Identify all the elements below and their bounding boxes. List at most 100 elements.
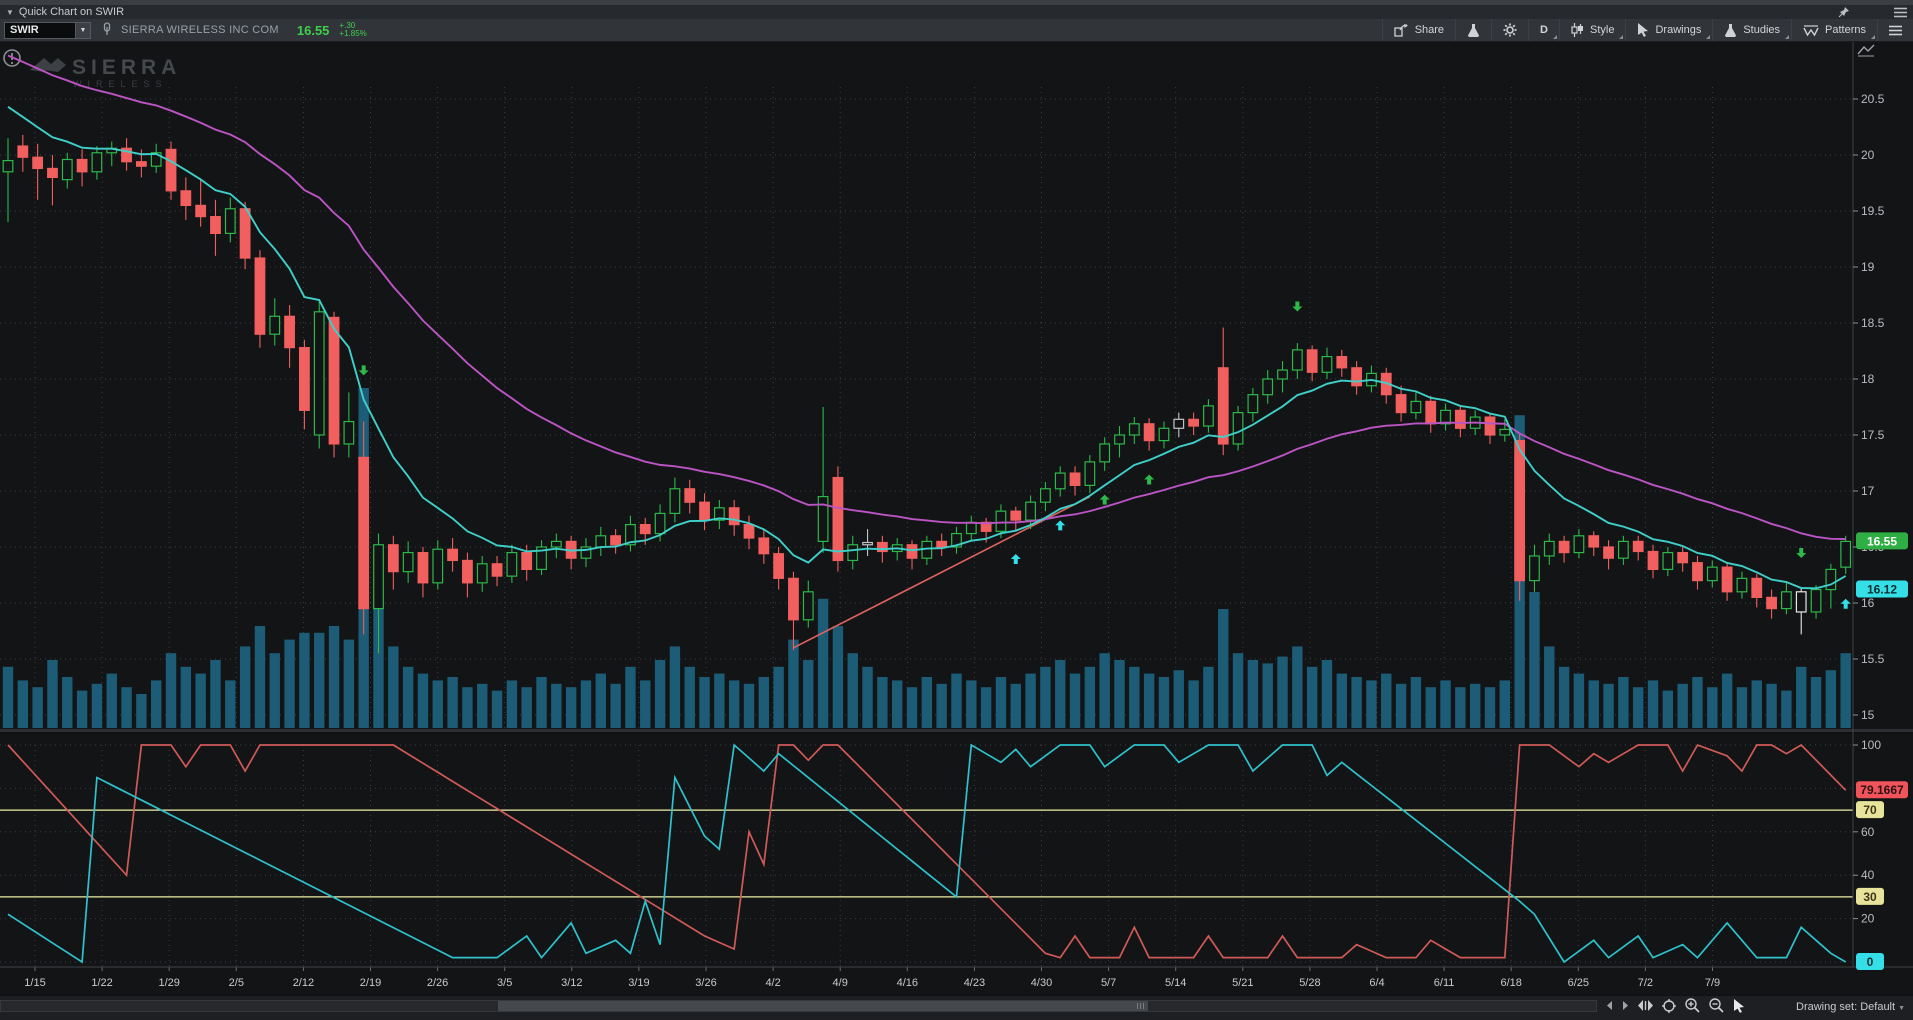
toolbar-buttons: Share D — [1381, 19, 1913, 41]
axis-badges: 16.55 16.12 79.1667 70 30 0 — [1856, 532, 1908, 970]
trendline-drawing — [793, 495, 1091, 649]
price-tick-label: 20 — [1861, 148, 1875, 162]
axis-settings-icon — [1857, 44, 1875, 57]
candles-layer — [2, 134, 1852, 654]
watermark-line1: SIERRA — [72, 56, 181, 79]
price-badge-text: 16.55 — [1867, 534, 1897, 548]
price-tick-label: 15 — [1861, 708, 1875, 722]
symbol-group: SWIR ▼ SIERRA WIRELESS INC COM 16.55 +.3… — [0, 19, 367, 41]
date-label: 6/18 — [1500, 977, 1521, 989]
study-tick-label: 20 — [1861, 912, 1875, 926]
scrollbar-thumb[interactable] — [498, 1001, 1148, 1011]
zoom-in-icon[interactable] — [1685, 998, 1700, 1013]
date-label: 7/2 — [1638, 977, 1653, 989]
watermark-line2: WIRELESS — [73, 79, 168, 89]
date-label: 3/26 — [695, 977, 716, 989]
date-label: 2/19 — [360, 977, 381, 989]
pane-separator — [0, 729, 1913, 968]
panel-titlebar[interactable]: ▼ Quick Chart on SWIR — [0, 5, 1913, 19]
date-label: 2/12 — [293, 977, 314, 989]
company-name: SIERRA WIRELESS INC COM — [121, 24, 279, 36]
quick-study-button[interactable] — [1455, 19, 1491, 41]
list-icon[interactable] — [1894, 7, 1907, 18]
date-label: 6/25 — [1568, 977, 1589, 989]
drawings-button[interactable]: Drawings — [1625, 19, 1712, 41]
drawing-set-selector[interactable]: Drawing set: Default ▼ — [1796, 1001, 1905, 1013]
price-badge — [1856, 532, 1908, 550]
crosshair-target-icon[interactable] — [1662, 998, 1676, 1013]
price-axis: 20.52019.51918.51817.51716.51615.5151006… — [1852, 42, 1885, 967]
symbol-input[interactable]: SWIR — [4, 21, 76, 39]
price-tick-label: 19 — [1861, 260, 1875, 274]
settings-button[interactable] — [1491, 19, 1528, 41]
date-label: 3/19 — [628, 977, 649, 989]
pan-left-icon[interactable] — [1606, 1001, 1613, 1010]
date-label: 5/14 — [1165, 977, 1186, 989]
ma-slow-line — [7, 54, 1846, 540]
date-label: 4/23 — [964, 977, 985, 989]
link-icon[interactable] — [103, 21, 111, 39]
timeframe-button[interactable]: D — [1528, 19, 1559, 41]
gear-icon — [1503, 23, 1517, 37]
date-label: 1/29 — [158, 977, 179, 989]
collapse-caret-icon[interactable]: ▼ — [6, 7, 14, 17]
date-label: 5/28 — [1299, 977, 1320, 989]
symbol-dropdown-button[interactable]: ▼ — [76, 21, 91, 39]
price-change: +.30 +1.85% — [339, 22, 366, 38]
chart-canvas[interactable]: 1/15 1/22 1/29 2/5 2/12 2/19 2/26 3/5 3/12 3/19 3/… — [0, 42, 1913, 995]
ma-fast-line — [7, 106, 1847, 590]
pin-icon[interactable] — [1838, 6, 1850, 18]
price-tick-label: 18 — [1861, 372, 1875, 386]
date-label: 4/30 — [1031, 977, 1052, 989]
pan-right-icon[interactable] — [1622, 1001, 1629, 1010]
chart-toolbar: SWIR ▼ SIERRA WIRELESS INC COM 16.55 +.3… — [0, 19, 1913, 42]
fit-width-icon[interactable] — [1638, 1000, 1653, 1011]
share-button[interactable]: Share — [1381, 19, 1455, 41]
flask-icon — [1468, 24, 1479, 37]
study-tick-label: 100 — [1861, 738, 1881, 752]
toolbar-list-button[interactable] — [1877, 19, 1913, 41]
study-tick-label: 60 — [1861, 825, 1875, 839]
horizontal-scrollbar[interactable] — [0, 1000, 1597, 1012]
date-label: 4/2 — [765, 977, 780, 989]
style-button[interactable]: Style — [1559, 19, 1625, 41]
study-badge — [1856, 801, 1884, 819]
cursor-tool-icon[interactable] — [1733, 998, 1745, 1013]
lower-study — [0, 743, 1853, 964]
study-badge-text: 70 — [1863, 803, 1877, 817]
panel-title: Quick Chart on SWIR — [18, 6, 125, 18]
scrollbar-grip[interactable] — [1137, 1003, 1144, 1009]
date-label: 6/4 — [1369, 977, 1384, 989]
candle-style-icon — [1571, 23, 1583, 37]
study-badge — [1856, 887, 1884, 905]
hamburger-icon — [1889, 25, 1902, 35]
study-badge-text: 79.1667 — [1860, 783, 1904, 797]
studies-flask-icon — [1725, 24, 1737, 37]
price-tick-label: 18.5 — [1861, 316, 1885, 330]
date-label: 2/5 — [229, 977, 244, 989]
studies-button[interactable]: Studies — [1712, 19, 1791, 41]
chart-area[interactable]: 1/15 1/22 1/29 2/5 2/12 2/19 2/26 3/5 3/12 3/19 3/… — [0, 42, 1913, 995]
price-tick-label: 20.5 — [1861, 92, 1885, 106]
date-label: 1/22 — [91, 977, 112, 989]
date-label: 3/12 — [561, 977, 582, 989]
date-label: 5/21 — [1232, 977, 1253, 989]
study-tick-label: 40 — [1861, 868, 1875, 882]
chart-bottom-bar: Drawing set: Default ▼ — [0, 995, 1913, 1020]
symbol-text: SWIR — [10, 24, 39, 36]
study-badge-text: 0 — [1867, 955, 1874, 969]
date-label: 1/15 — [24, 977, 45, 989]
change-percent: +1.85% — [339, 29, 367, 38]
price-badge — [1856, 580, 1908, 598]
price-badge-text: 16.12 — [1867, 583, 1897, 597]
pattern-icon — [1803, 24, 1819, 36]
patterns-button[interactable]: Patterns — [1791, 19, 1877, 41]
last-price: 16.55 — [296, 22, 330, 38]
date-label: 5/7 — [1101, 977, 1116, 989]
date-label: 4/9 — [833, 977, 848, 989]
price-tick-label: 17.5 — [1861, 428, 1885, 442]
zoom-out-icon[interactable] — [1709, 998, 1724, 1013]
study-badge-text: 30 — [1863, 890, 1877, 904]
date-label: 2/26 — [427, 977, 448, 989]
price-tick-label: 19.5 — [1861, 204, 1885, 218]
